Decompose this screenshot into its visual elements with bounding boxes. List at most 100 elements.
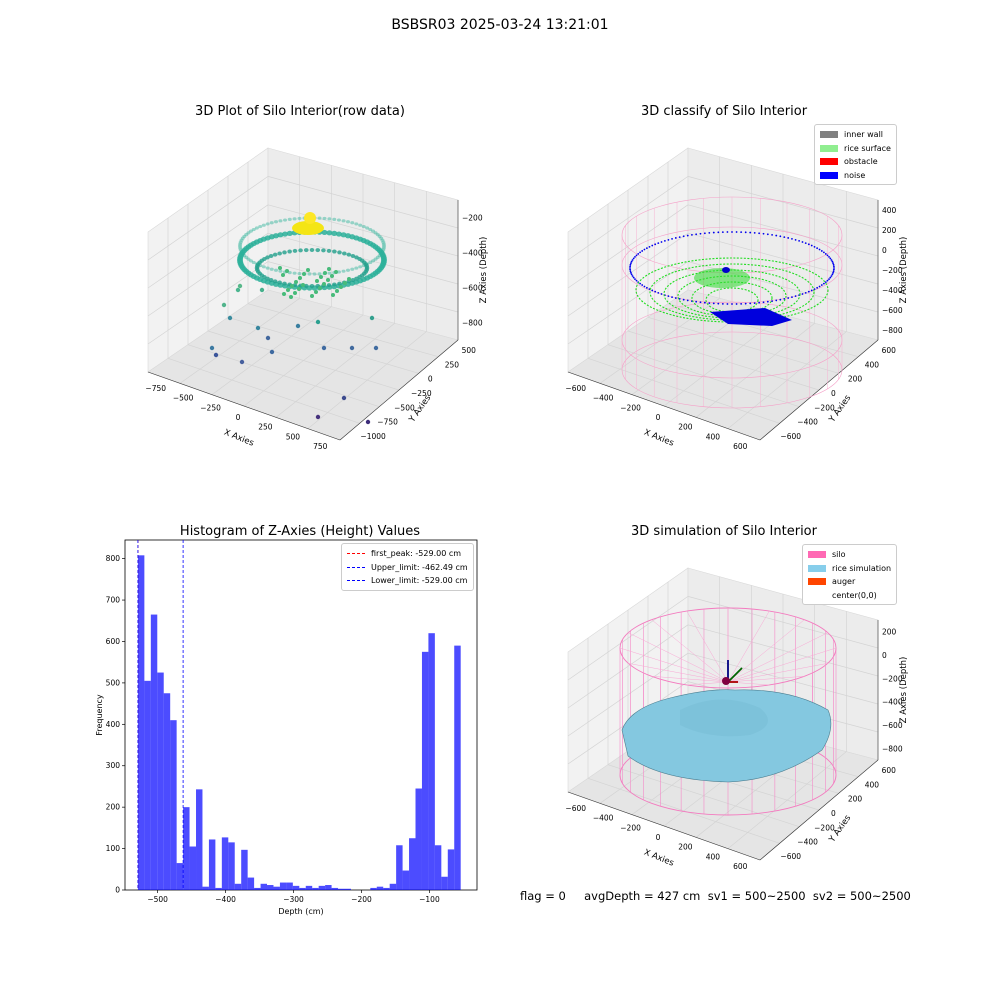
z-axis-label: Z Axies (Depth) (899, 237, 909, 304)
point-green (294, 280, 298, 284)
point-green (319, 275, 323, 279)
z-tick-label: −200 (462, 214, 483, 223)
noise-point (775, 299, 778, 302)
point-scatter (235, 287, 241, 293)
point-green (314, 290, 318, 294)
noise-point (643, 248, 646, 251)
silo-roof-line (628, 663, 729, 683)
point-ring-upper (354, 222, 359, 226)
legend-label: first_peak: -529.00 cm (371, 549, 462, 558)
point-inner-ring (298, 248, 303, 253)
histogram-bar (202, 886, 209, 890)
y-axis-label: Frequency (95, 694, 104, 736)
noise-point (804, 291, 807, 294)
z-tick-label: −200 (882, 674, 903, 683)
histogram-bar (137, 555, 145, 890)
y-tick-label: 400 (106, 720, 121, 729)
noise-point (703, 232, 706, 235)
point-inner-ring (342, 251, 347, 256)
y-tick-label: 0 (428, 375, 433, 384)
histogram-bar (163, 693, 171, 890)
histogram-bar (409, 838, 416, 890)
point-scatter (315, 319, 321, 325)
x-tick-label: −500 (147, 895, 168, 904)
point-green (281, 273, 285, 277)
silo-roof-line (727, 663, 828, 683)
noise-point (671, 237, 673, 240)
noise-point (798, 239, 801, 242)
point-green (290, 284, 294, 288)
legend-swatch (808, 592, 826, 599)
grid-line (567, 652, 689, 737)
z-tick-label: −800 (882, 326, 903, 335)
noise-point (667, 238, 670, 241)
silo-roof-line (628, 632, 729, 683)
noise-point (832, 270, 835, 273)
noise-point (818, 248, 821, 251)
point-scatter (341, 395, 347, 401)
noise-point (779, 298, 782, 301)
noise-point (829, 276, 832, 279)
x-tick-label: 600 (733, 442, 748, 451)
x-axis-line (147, 371, 341, 441)
noise-point (824, 252, 827, 255)
noise-point (629, 270, 632, 273)
noise-point (629, 265, 632, 268)
legend-label: inner wall (844, 130, 884, 139)
x-tick-label: 400 (706, 852, 721, 861)
legend-label: obstacle (844, 157, 878, 167)
histogram-bar (221, 837, 229, 890)
panel1-3d-plot: −750−500−2500250500750−1000−750−500−2500… (145, 147, 489, 451)
x-tick-label: 0 (236, 413, 241, 422)
point-green (302, 272, 306, 276)
noise-point (674, 237, 677, 239)
noise-point (822, 251, 825, 254)
x-tick-label: −200 (620, 403, 641, 412)
point-green (330, 274, 334, 278)
noise-point (632, 257, 635, 260)
point-scatter (315, 414, 321, 420)
noise-point (721, 302, 724, 305)
x-tick-label: 600 (733, 862, 748, 871)
noise-cluster (710, 308, 792, 326)
grid-line (567, 232, 689, 317)
noise-point (735, 231, 738, 233)
noise-point (794, 238, 797, 241)
point-ring-upper (274, 268, 278, 272)
point-peak-top (304, 212, 316, 224)
histogram-bar (318, 885, 326, 890)
histogram-bar (157, 672, 164, 890)
noise-point (629, 263, 632, 266)
noise-point (813, 245, 816, 248)
grid-line (687, 652, 879, 705)
histogram-bar (183, 807, 190, 890)
point-inner-ring (321, 248, 326, 253)
noise-point (726, 231, 729, 233)
point-ring-upper (278, 269, 283, 273)
point-green (331, 293, 335, 297)
noise-point (791, 237, 793, 240)
point-peak (292, 221, 324, 235)
noise-point (807, 243, 810, 246)
point-scatter (265, 335, 271, 341)
silo-roof-line (651, 676, 729, 683)
point-green (315, 279, 319, 283)
point-ring (326, 230, 333, 236)
noise-point (801, 293, 804, 295)
noise-point (674, 297, 677, 299)
grid-line (307, 331, 427, 429)
x-tick-label: −100 (419, 895, 440, 904)
panel4-legend: silo rice simulation auger center(0,0) (802, 544, 898, 606)
point-scatter (321, 345, 327, 351)
point-scatter (259, 287, 265, 293)
histogram-bar (338, 888, 345, 890)
noise-top (722, 267, 730, 273)
point-ring-upper (248, 229, 253, 233)
point-ring (277, 232, 284, 238)
histogram-bar (331, 887, 339, 890)
x-tick-label: −600 (565, 384, 586, 393)
y-tick-label: −600 (780, 852, 801, 861)
noise-point (643, 285, 646, 288)
legend-label: auger (832, 577, 856, 587)
point-ring-upper (322, 216, 327, 221)
